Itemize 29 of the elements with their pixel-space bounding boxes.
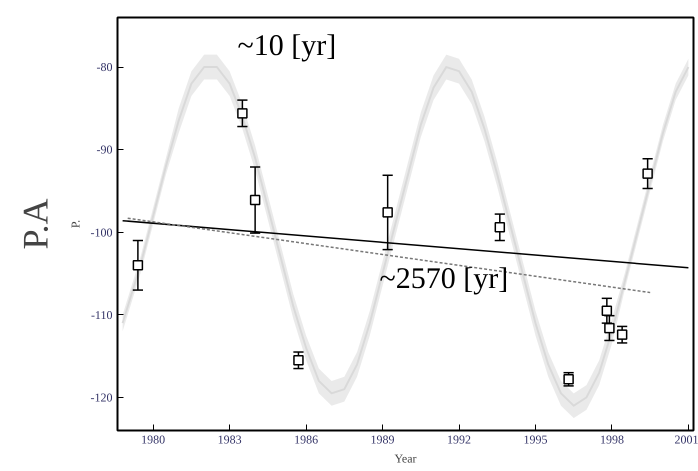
point: [382, 207, 393, 218]
point: [563, 374, 574, 385]
y-axis-title: P.: [68, 220, 83, 228]
x-tick-label: 1983: [218, 432, 242, 446]
annotation: ~10 [yr]: [238, 29, 336, 62]
x-tick-label: 1989: [370, 432, 395, 446]
point: [642, 168, 653, 179]
y-tick-label: -100: [90, 225, 113, 240]
x-tick-label: 1986: [294, 432, 318, 446]
text: P.A: [16, 198, 56, 250]
point: [237, 108, 248, 119]
x-axis-title: Year: [394, 452, 417, 466]
y-tick-label: -90: [96, 142, 113, 157]
point: [494, 222, 506, 233]
point: [616, 329, 628, 340]
x-tick-label: 1992: [447, 432, 472, 446]
point: [132, 260, 144, 271]
annotation: ~2570 [yr]: [380, 262, 508, 295]
x-tick-label: 1998: [600, 432, 624, 446]
y-tick-label: -80: [96, 60, 113, 74]
point: [604, 322, 615, 334]
y-tick-label: -120: [90, 390, 113, 404]
x-tick-label: 1995: [523, 432, 548, 446]
point: [293, 355, 304, 366]
x-tick-label: 2001: [674, 432, 698, 446]
x-tick-label: 1980: [141, 432, 166, 446]
point: [250, 194, 260, 206]
y-tick-label: -110: [90, 308, 113, 322]
point: [602, 305, 612, 316]
